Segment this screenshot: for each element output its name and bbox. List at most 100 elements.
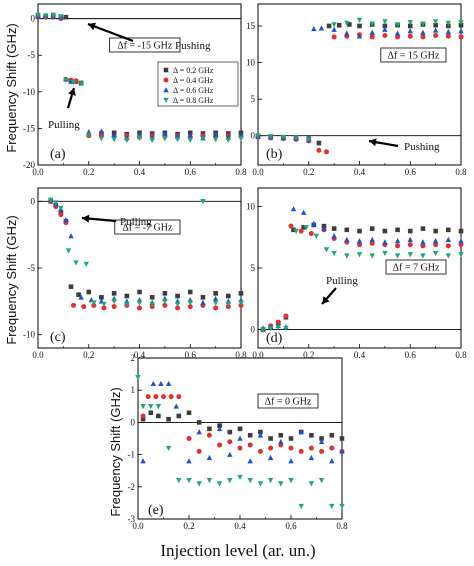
data-point (356, 17, 363, 23)
legend-entry: Δ = 0.8 GHz (173, 96, 214, 105)
data-point (148, 404, 154, 410)
data-point (187, 289, 193, 295)
data-point (331, 34, 337, 40)
data-point (298, 503, 304, 510)
data-point (288, 436, 294, 441)
panel-e: 0.0 0.2 0.4 0.6 0.8 -3 -2 -1 0 1 2 (e) Δf = 0 GHz (128, 353, 349, 531)
data-point (394, 238, 401, 244)
data-point (140, 416, 146, 422)
data-point (186, 436, 192, 441)
data-point (275, 324, 281, 330)
panel-label: (e) (148, 503, 164, 518)
data-point (316, 140, 322, 146)
data-point (200, 295, 206, 300)
x-tick-label: 0.4 (134, 167, 146, 177)
delta-f-box (114, 219, 181, 235)
x-tick-label: 0.0 (32, 350, 44, 360)
data-point (101, 301, 107, 307)
data-point (78, 81, 84, 87)
data-point (86, 289, 92, 295)
data-point (187, 304, 193, 310)
data-point (161, 394, 166, 400)
y-tick-label: 5 (251, 263, 256, 273)
data-point (71, 302, 77, 308)
data-point (288, 445, 294, 451)
data-point (321, 225, 327, 231)
data-point (257, 448, 263, 454)
panel-label: (d) (266, 331, 283, 346)
y-tick-label: 0 (251, 131, 256, 141)
data-point (432, 27, 439, 33)
data-point (140, 404, 146, 410)
x-tick-label: 0.6 (285, 521, 297, 531)
data-point (187, 300, 193, 306)
delta-f-label: Δf = 0 GHz (265, 397, 312, 408)
data-point (186, 478, 192, 484)
data-point (58, 212, 64, 218)
data-point (407, 228, 413, 234)
data-point (70, 80, 77, 86)
data-point (395, 243, 401, 249)
panel-label: (c) (50, 330, 66, 345)
data-point (446, 227, 451, 233)
x-tick-label: 0.8 (336, 521, 348, 531)
panel-d: 0.0 0.2 0.4 0.6 0.8 0 5 10 (d) Δf = 7 GHz Pulling (246, 187, 467, 360)
data-point (298, 228, 304, 234)
data-point (247, 442, 253, 448)
data-point (149, 295, 155, 300)
data-point (394, 253, 401, 259)
legend-frame (157, 61, 239, 107)
data-point (267, 478, 274, 484)
data-point (407, 236, 413, 242)
data-point (331, 22, 337, 28)
panel-b: 0.0 0.2 0.4 0.6 0.8 0 5 10 15 (b) Δf = 15 GHz Pushi… (246, 3, 467, 177)
data-point (216, 481, 223, 487)
data-point (445, 236, 452, 242)
data-point (187, 132, 193, 138)
data-point (382, 26, 388, 32)
data-point (420, 21, 426, 27)
data-point (268, 436, 273, 441)
data-point (174, 137, 181, 143)
data-point (288, 458, 294, 464)
data-point (339, 448, 345, 454)
x-tick-label: 0.8 (235, 167, 247, 177)
data-point (298, 429, 304, 435)
data-point (458, 34, 464, 40)
data-point (124, 301, 130, 307)
data-point (216, 425, 223, 432)
data-point (237, 426, 243, 432)
data-point (124, 293, 130, 299)
data-point (247, 458, 253, 464)
data-point (369, 34, 375, 40)
x-tick-label: 0.2 (303, 167, 314, 177)
data-point (446, 23, 451, 29)
data-point (329, 432, 335, 438)
data-point (150, 380, 156, 387)
x-tick-label: 0.8 (235, 350, 247, 360)
data-point (407, 19, 413, 26)
data-point (213, 305, 219, 311)
data-point (458, 228, 464, 234)
delta-f-box (257, 393, 319, 409)
data-point (356, 252, 363, 258)
data-point (63, 14, 69, 20)
data-point (83, 261, 89, 267)
data-point (63, 77, 69, 84)
data-point (280, 134, 287, 141)
data-point (382, 239, 388, 245)
data-point (290, 206, 297, 212)
data-point (196, 448, 202, 454)
data-point (382, 250, 388, 257)
legend-marker (163, 77, 169, 83)
data-point (162, 136, 168, 142)
data-point (357, 242, 362, 248)
data-point (162, 291, 168, 296)
data-point (394, 22, 401, 28)
data-point (58, 205, 64, 211)
data-point (207, 426, 212, 432)
data-point (173, 403, 179, 409)
delta-f-label: Δf = 7 GHz (393, 263, 440, 274)
data-point (162, 130, 168, 136)
x-tick-label: 0.2 (83, 167, 94, 177)
